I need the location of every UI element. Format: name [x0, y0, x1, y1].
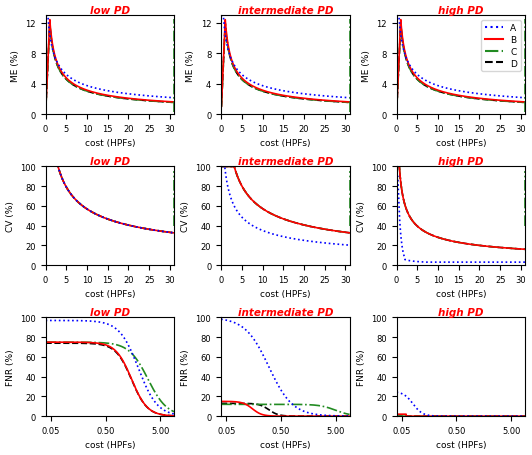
Title: low PD: low PD	[90, 5, 130, 15]
Y-axis label: FNR (%): FNR (%)	[5, 349, 14, 385]
Y-axis label: CV (%): CV (%)	[356, 201, 365, 232]
Title: high PD: high PD	[438, 156, 484, 166]
Title: high PD: high PD	[438, 5, 484, 15]
Title: intermediate PD: intermediate PD	[238, 5, 333, 15]
Y-axis label: FNR (%): FNR (%)	[181, 349, 190, 385]
X-axis label: cost (HPFs): cost (HPFs)	[260, 290, 311, 299]
X-axis label: cost (HPFs): cost (HPFs)	[85, 440, 135, 450]
X-axis label: cost (HPFs): cost (HPFs)	[436, 440, 486, 450]
Title: intermediate PD: intermediate PD	[238, 307, 333, 317]
Y-axis label: CV (%): CV (%)	[5, 201, 14, 232]
X-axis label: cost (HPFs): cost (HPFs)	[85, 139, 135, 148]
Title: low PD: low PD	[90, 156, 130, 166]
X-axis label: cost (HPFs): cost (HPFs)	[260, 440, 311, 450]
Title: intermediate PD: intermediate PD	[238, 156, 333, 166]
Title: high PD: high PD	[438, 307, 484, 317]
Y-axis label: CV (%): CV (%)	[181, 201, 190, 232]
Title: low PD: low PD	[90, 307, 130, 317]
Y-axis label: ME (%): ME (%)	[186, 50, 195, 81]
Y-axis label: ME (%): ME (%)	[362, 50, 371, 81]
Legend: A, B, C, D: A, B, C, D	[481, 21, 520, 72]
X-axis label: cost (HPFs): cost (HPFs)	[260, 139, 311, 148]
Y-axis label: FNR (%): FNR (%)	[356, 349, 365, 385]
X-axis label: cost (HPFs): cost (HPFs)	[436, 290, 486, 299]
X-axis label: cost (HPFs): cost (HPFs)	[85, 290, 135, 299]
X-axis label: cost (HPFs): cost (HPFs)	[436, 139, 486, 148]
Y-axis label: ME (%): ME (%)	[11, 50, 20, 81]
